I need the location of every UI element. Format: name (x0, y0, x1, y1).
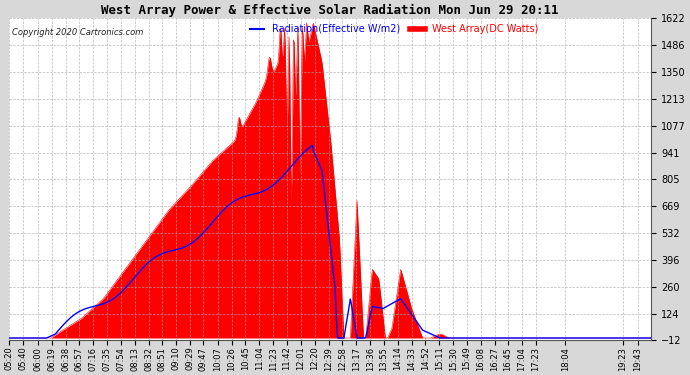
Title: West Array Power & Effective Solar Radiation Mon Jun 29 20:11: West Array Power & Effective Solar Radia… (101, 4, 559, 17)
Text: Copyright 2020 Cartronics.com: Copyright 2020 Cartronics.com (12, 28, 144, 37)
Legend: Radiation(Effective W/m2), West Array(DC Watts): Radiation(Effective W/m2), West Array(DC… (246, 20, 543, 38)
